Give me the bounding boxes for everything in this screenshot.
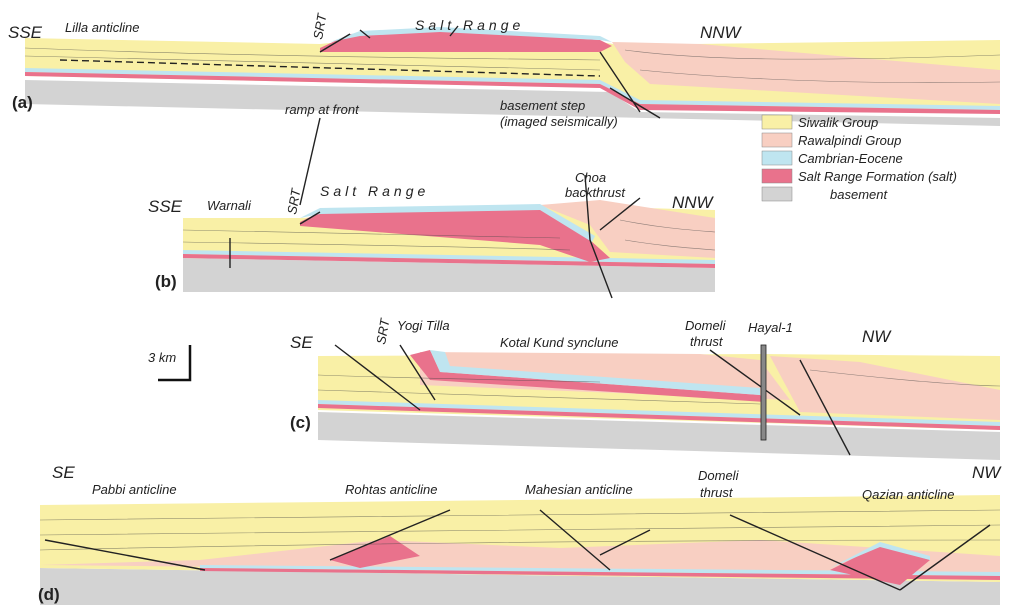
direction: NNW [700,23,743,42]
annotation: Choa [575,170,606,185]
annotation: SRT [284,186,303,215]
annotation: Pabbi anticline [92,482,177,497]
annotation: Domeli [685,318,727,333]
annotation: Lilla anticline [65,20,139,35]
panel-label: (a) [12,93,33,112]
annotation: Hayal-1 [748,320,793,335]
direction: SSE [8,23,43,42]
legend-item: Siwalik Group [798,115,878,130]
annotation: (imaged seismically) [500,114,618,129]
panel-label: (b) [155,272,177,291]
panel-b [183,175,715,298]
cross-sections: Siwalik Group Rawalpindi Group Cambrian-… [0,0,1009,607]
direction: SSE [148,197,183,216]
panel-label: (d) [38,585,60,604]
legend-item: Cambrian-Eocene [798,151,903,166]
annotation: Domeli [698,468,740,483]
annotation: thrust [700,485,734,500]
direction: SE [52,463,75,482]
direction: NW [862,327,892,346]
annotation: SRT [373,316,392,345]
scale-label: 3 km [148,350,176,365]
annotation: Salt Range [415,17,524,33]
legend-item: Rawalpindi Group [798,133,901,148]
panel-d [40,495,1000,605]
direction: NW [972,463,1002,482]
annotation: Rohtas anticline [345,482,438,497]
direction: SE [290,333,313,352]
panel-label: (c) [290,413,311,432]
legend: Siwalik Group Rawalpindi Group Cambrian-… [762,115,957,202]
annotation: SRT [310,11,329,40]
annotation: ramp at front [285,102,360,117]
panel-c [318,345,1000,460]
direction: NNW [672,193,715,212]
annotation: Mahesian anticline [525,482,633,497]
annotation: Salt Range [320,183,429,199]
annotation: backthrust [565,185,626,200]
annotation: Kotal Kund synclune [500,335,619,350]
legend-item: Salt Range Formation (salt) [798,169,957,184]
annotation: basement step [500,98,585,113]
annotation: thrust [690,334,724,349]
annotation: Qazian anticline [862,487,955,502]
legend-item: basement [830,187,888,202]
annotation: Yogi Tilla [397,318,450,333]
annotation: Warnali [207,198,252,213]
